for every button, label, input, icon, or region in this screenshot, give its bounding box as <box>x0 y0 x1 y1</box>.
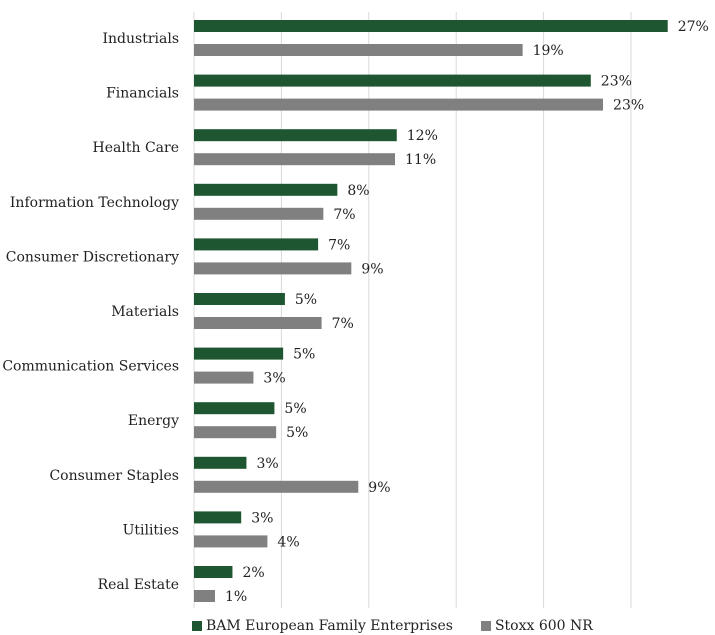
bars <box>194 20 668 602</box>
value-label-bam-energy: 5% <box>284 401 306 417</box>
bar-stoxx-industrials <box>194 44 523 56</box>
bar-stoxx-materials <box>194 317 322 329</box>
bar-stoxx-consumer-staples <box>194 480 359 493</box>
value-label-stoxx-industrials: 19% <box>533 43 564 59</box>
value-label-stoxx-communication-services: 3% <box>263 371 285 387</box>
bar-stoxx-consumer-discretionary <box>194 262 352 275</box>
category-label-materials: Materials <box>111 304 179 320</box>
value-label-bam-information-technology: 8% <box>347 183 369 199</box>
category-label-communication-services: Communication Services <box>2 359 179 375</box>
bar-bam-communication-services <box>194 347 284 360</box>
value-label-bam-health-care: 12% <box>407 128 438 144</box>
value-label-bam-utilities: 3% <box>251 510 273 526</box>
category-label-consumer-staples: Consumer Staples <box>49 468 179 484</box>
value-label-stoxx-information-technology: 7% <box>333 207 355 223</box>
legend-item-bam: BAM European Family Enterprises <box>192 618 453 634</box>
bar-bam-utilities <box>194 511 242 524</box>
bar-bam-consumer-discretionary <box>194 238 319 251</box>
bar-stoxx-health-care <box>194 153 396 166</box>
value-label-bam-industrials: 27% <box>678 19 709 35</box>
value-label-stoxx-real-estate: 1% <box>225 589 247 605</box>
value-label-stoxx-utilities: 4% <box>277 534 299 550</box>
value-label-stoxx-consumer-discretionary: 9% <box>361 261 383 277</box>
labels: Industrials 27% 19% Financials 23% 23% Health … <box>2 19 708 605</box>
legend: BAM European Family Enterprises Stoxx 60… <box>192 618 593 634</box>
value-label-bam-communication-services: 5% <box>293 347 315 363</box>
bar-bam-financials <box>194 74 591 87</box>
bar-bam-materials <box>194 293 285 305</box>
value-label-bam-real-estate: 2% <box>242 565 264 581</box>
value-label-stoxx-health-care: 11% <box>405 152 436 168</box>
value-label-stoxx-energy: 5% <box>286 425 308 441</box>
legend-label-stoxx: Stoxx 600 NR <box>494 618 593 634</box>
value-label-bam-consumer-discretionary: 7% <box>328 237 350 253</box>
category-label-real-estate: Real Estate <box>98 577 179 593</box>
bar-bam-energy <box>194 402 275 415</box>
bar-stoxx-communication-services <box>194 371 254 384</box>
bar-bam-industrials <box>194 20 668 32</box>
legend-swatch-stoxx <box>480 621 491 631</box>
bar-stoxx-financials <box>194 98 604 111</box>
legend-item-stoxx: Stoxx 600 NR <box>480 618 593 634</box>
legend-label-bam: BAM European Family Enterprises <box>206 618 453 634</box>
bar-stoxx-real-estate <box>194 590 215 602</box>
bar-stoxx-information-technology <box>194 207 324 220</box>
bar-bam-real-estate <box>194 566 233 578</box>
bar-stoxx-energy <box>194 426 277 439</box>
value-label-stoxx-materials: 7% <box>332 316 354 332</box>
bar-stoxx-utilities <box>194 535 268 548</box>
bar-bam-consumer-staples <box>194 456 247 469</box>
gridlines <box>193 12 632 608</box>
category-label-health-care: Health Care <box>93 140 179 156</box>
category-label-financials: Financials <box>106 86 179 102</box>
legend-swatch-bam <box>192 621 202 631</box>
category-label-consumer-discretionary: Consumer Discretionary <box>6 249 179 265</box>
value-label-stoxx-financials: 23% <box>613 98 644 114</box>
value-label-stoxx-consumer-staples: 9% <box>368 480 390 496</box>
bar-bam-health-care <box>194 129 397 142</box>
category-label-energy: Energy <box>128 413 179 429</box>
category-label-information-technology: Information Technology <box>10 195 179 211</box>
category-label-industrials: Industrials <box>102 31 179 47</box>
value-label-bam-consumer-staples: 3% <box>256 456 278 472</box>
value-label-bam-financials: 23% <box>601 74 632 90</box>
bar-bam-information-technology <box>194 183 338 196</box>
value-label-bam-materials: 5% <box>295 292 317 308</box>
category-label-utilities: Utilities <box>123 522 179 538</box>
